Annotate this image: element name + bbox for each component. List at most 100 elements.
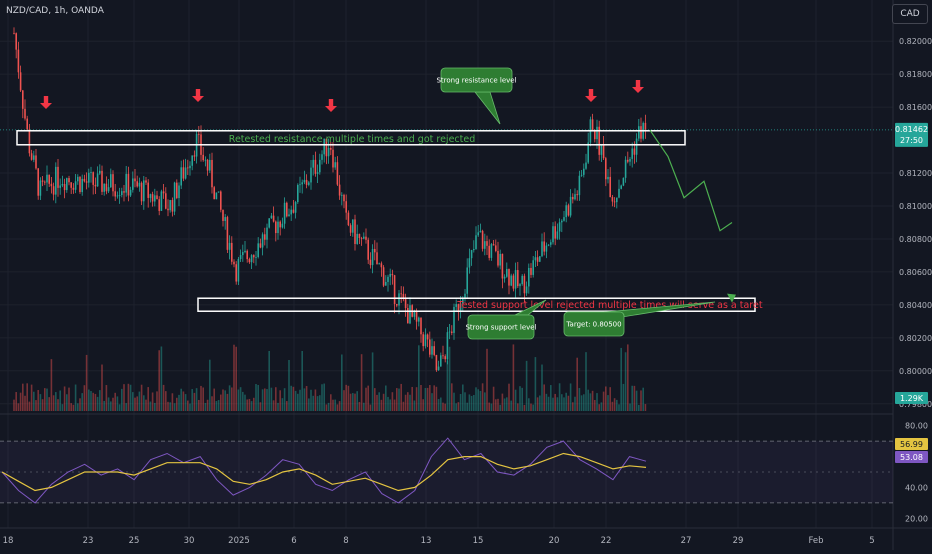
volume-bar	[79, 398, 81, 411]
volume-bar	[96, 396, 99, 411]
time-axis-label: 27	[681, 536, 692, 546]
volume-bar	[88, 389, 90, 411]
candle-body	[587, 142, 589, 163]
candle-body	[253, 255, 255, 258]
volume-bar	[534, 357, 537, 411]
candle-body	[270, 215, 273, 219]
candle-body	[147, 182, 149, 198]
price-badge	[895, 122, 928, 147]
candle-body	[140, 182, 143, 202]
volume-bar	[371, 352, 374, 411]
volume-bar	[288, 359, 290, 411]
volume-bar	[191, 389, 193, 411]
candle-body	[63, 184, 66, 191]
candle-body	[521, 275, 523, 285]
candle-body	[477, 232, 479, 236]
candle-body	[125, 173, 127, 193]
candle-body	[365, 236, 367, 240]
candle-body	[389, 273, 391, 277]
candle-body	[451, 331, 453, 333]
volume-bar	[237, 389, 240, 411]
time-axis-label: 13	[421, 536, 432, 546]
candle-body	[367, 239, 369, 260]
volume-bar	[444, 403, 446, 411]
candle-body	[479, 230, 482, 233]
volume-bar	[552, 397, 554, 411]
volume-bar	[618, 404, 620, 411]
candle-body	[136, 181, 138, 187]
candle-body	[158, 199, 160, 211]
candle-body	[545, 245, 548, 252]
volume-bar	[215, 400, 218, 411]
candle-body	[202, 154, 204, 161]
candle-body	[594, 130, 596, 140]
volume-bar	[486, 348, 488, 411]
support-callout-box	[467, 314, 535, 340]
candle-body	[231, 242, 233, 262]
candle-body	[525, 286, 528, 294]
volume-bar	[136, 396, 138, 411]
volume-bar	[369, 404, 372, 411]
candle-body	[391, 273, 394, 276]
candle-body	[462, 297, 464, 304]
volume-bar	[77, 403, 79, 411]
candle-body	[556, 231, 559, 239]
volume-badge	[895, 392, 928, 404]
volume-bar	[492, 386, 495, 411]
volume-bar	[528, 398, 530, 411]
volume-bar	[41, 399, 44, 411]
rsi-text-0: 53.08	[900, 453, 923, 462]
volume-bar	[316, 396, 319, 411]
volume-bar	[325, 404, 328, 411]
candle-body	[103, 183, 105, 192]
candle-body	[74, 181, 77, 190]
candle-body	[486, 241, 488, 246]
volume-bar	[299, 389, 301, 411]
candle-body	[435, 354, 438, 371]
volume-bar	[591, 390, 594, 411]
candle-body	[620, 185, 622, 189]
volume-bar	[37, 390, 39, 411]
volume-bar	[24, 395, 26, 411]
volume-bar	[48, 397, 50, 411]
volume-bar	[631, 385, 633, 411]
candle-body	[283, 202, 286, 224]
volume-bar	[110, 401, 112, 411]
candle-body	[299, 184, 301, 186]
candle-body	[224, 217, 226, 221]
candle-body	[261, 234, 264, 248]
candle-body	[499, 253, 501, 266]
currency-button[interactable]: CAD	[892, 4, 928, 24]
resistance-zone-box[interactable]	[16, 130, 686, 146]
volume-bar	[424, 387, 427, 411]
candle-body	[48, 174, 50, 184]
candle-body	[138, 182, 141, 187]
candle-body	[143, 180, 145, 202]
candle-body	[426, 334, 429, 340]
candle-body	[640, 126, 642, 139]
time-axis-label: 23	[83, 536, 94, 546]
candle-body	[440, 355, 442, 367]
target-callout-text: Target: 0.80500	[565, 321, 621, 329]
time-axis-label: 2025	[228, 536, 250, 546]
candle-body	[46, 174, 48, 183]
volume-bar	[246, 399, 248, 411]
candle-body	[66, 178, 68, 191]
volume-bar	[389, 399, 391, 411]
candle-body	[510, 275, 512, 286]
volume-bar	[453, 392, 455, 411]
candle-body	[514, 270, 517, 289]
candle-body	[88, 172, 90, 183]
support-zone-box[interactable]	[197, 297, 756, 312]
candle-body	[222, 209, 224, 221]
volume-bar	[314, 389, 317, 411]
volume-bar	[15, 392, 17, 411]
candle-body	[448, 331, 451, 333]
candle-body	[92, 172, 94, 185]
volume-bar	[145, 399, 147, 411]
candle-body	[327, 147, 330, 157]
candle-body	[204, 159, 207, 161]
volume-bar	[138, 391, 141, 411]
volume-bar	[435, 386, 438, 411]
